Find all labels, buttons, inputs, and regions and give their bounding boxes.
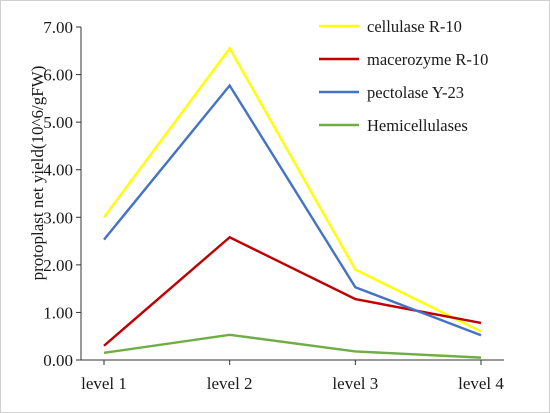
- legend-label-hemicellulases: Hemicellulases: [367, 116, 468, 135]
- legend-label-pectolase-y-23: pectolase Y-23: [367, 83, 464, 102]
- legend-label-cellulase-r-10: cellulase R-10: [367, 17, 462, 36]
- y-tick-label: 4.00: [43, 161, 73, 180]
- y-tick-label: 1.00: [43, 303, 73, 322]
- series-line-macerozyme-r-10: [103, 235, 482, 347]
- series-line-cellulase-r-10: [103, 46, 482, 333]
- x-tick-label: level 4: [458, 374, 504, 393]
- legend-label-macerozyme-r-10: macerozyme R-10: [367, 50, 488, 69]
- y-axis-title: protoplast net yield(10^6/gFW): [28, 66, 47, 281]
- x-tick-label: level 2: [207, 374, 253, 393]
- y-tick-label: 2.00: [43, 256, 73, 275]
- y-tick-label: 3.00: [43, 208, 73, 227]
- axes: [80, 27, 504, 361]
- series-lines: [103, 46, 482, 359]
- legend: cellulase R-10 macerozyme R-10 pectolase Y…: [319, 17, 488, 135]
- y-tick-labels: 0.00 1.00 2.00 3.00 4.00 5.00 6.00 7.00: [43, 18, 81, 370]
- y-tick-label: 5.00: [43, 113, 73, 132]
- x-tick-labels: level 1 level 2 level 3 level 4: [81, 360, 504, 393]
- y-tick-label: 6.00: [43, 66, 73, 85]
- y-tick-label: 7.00: [43, 18, 73, 37]
- x-tick-label: level 1: [81, 374, 127, 393]
- x-tick-label: level 3: [332, 374, 378, 393]
- series-line-pectolase-y-23: [103, 83, 482, 337]
- y-tick-label: 0.00: [43, 351, 73, 370]
- series-line-hemicellulases: [103, 333, 482, 359]
